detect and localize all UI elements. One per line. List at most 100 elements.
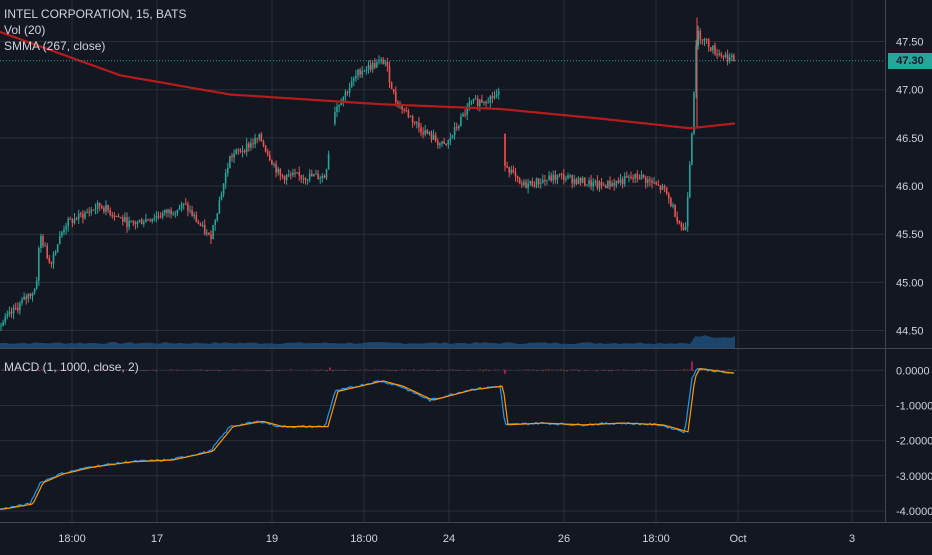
candle-body [214, 220, 216, 225]
candle-body [632, 178, 634, 180]
candle-body [445, 143, 447, 145]
candle-body [424, 130, 426, 135]
candle-body [182, 203, 185, 205]
candle-body [302, 178, 305, 180]
candle-body [581, 177, 584, 183]
candle-body [111, 214, 114, 216]
candle-body [611, 183, 613, 187]
candle-body [539, 183, 542, 185]
candle-body [54, 252, 57, 255]
candle-body [598, 182, 601, 188]
candle-body [206, 232, 208, 235]
smma-legend: SMMA (267, close) [4, 39, 106, 53]
candle-body [655, 182, 657, 185]
candle-body [533, 186, 536, 188]
candle-body [495, 94, 498, 96]
price-tick-label: 45.50 [896, 229, 924, 241]
candle-body [563, 174, 565, 180]
candle-body [140, 219, 143, 225]
candle-body [155, 215, 158, 219]
candle-body [115, 215, 118, 218]
candle-body [487, 102, 489, 104]
candle-body [640, 174, 643, 180]
candle-body [697, 31, 699, 46]
candle-body [212, 224, 214, 240]
candle-body [657, 184, 660, 186]
candle-body [447, 140, 450, 145]
candle-body [143, 222, 145, 225]
candle-body [353, 77, 355, 81]
candle-body [220, 194, 223, 200]
candle-body [275, 164, 277, 173]
candle-body [82, 214, 84, 218]
candle-body [92, 209, 95, 211]
candle-body [80, 213, 82, 215]
candle-body [94, 208, 97, 210]
candle-body [38, 248, 40, 281]
candle-body [14, 307, 17, 309]
candle-body [569, 175, 571, 177]
candle-body [63, 229, 65, 233]
candle-body [325, 169, 328, 178]
time-tick-label: Oct [729, 533, 746, 545]
candle-body [327, 154, 330, 170]
candle-body [636, 173, 639, 179]
candle-body [306, 179, 309, 181]
candle-body [426, 130, 429, 134]
candle-body [61, 232, 63, 236]
candle-body [443, 141, 445, 144]
candle-body [661, 186, 664, 190]
candle-body [271, 160, 273, 165]
candle-body [483, 102, 485, 104]
candle-body [512, 169, 515, 173]
candle-body [592, 182, 594, 187]
candle-body [254, 138, 256, 145]
candle-body [344, 91, 347, 97]
candle-body [674, 205, 676, 218]
candle-body [701, 39, 704, 41]
candle-body [361, 70, 363, 75]
time-tick-label: 24 [443, 533, 455, 545]
candle-body [380, 59, 382, 61]
candle-body [644, 177, 647, 184]
candle-body [602, 185, 605, 187]
candle-body [218, 199, 221, 214]
candle-body [691, 133, 693, 165]
candle-body [726, 54, 729, 62]
candle-body [145, 219, 147, 223]
candle-body [44, 245, 46, 247]
volume-legend: Vol (20) [4, 23, 46, 37]
candle-body [468, 102, 471, 107]
candle-body [409, 116, 412, 118]
candle-body [357, 69, 359, 76]
candle-body [378, 60, 380, 63]
candle-body [514, 172, 517, 177]
candle-body [516, 176, 519, 179]
candle-body [103, 207, 105, 212]
candle-body [168, 209, 170, 213]
candle-body [252, 143, 254, 145]
candle-body [298, 172, 300, 176]
candle-body [6, 314, 9, 317]
candle-body [71, 219, 74, 224]
candle-body [369, 64, 372, 70]
candle-body [724, 54, 727, 58]
candle-body [439, 143, 441, 146]
candle-body [40, 235, 42, 249]
price-tick-label: 46.00 [896, 181, 924, 193]
candle-body [75, 218, 78, 220]
candle-body [250, 143, 252, 148]
candle-body [689, 164, 691, 198]
price-tick-label: 44.50 [896, 326, 924, 338]
candle-body [178, 207, 181, 210]
candle-body [430, 132, 433, 140]
candle-body [647, 179, 649, 184]
candle-body [615, 180, 618, 186]
candle-body [21, 299, 23, 304]
candle-body [233, 153, 235, 158]
candle-body [554, 174, 557, 180]
candle-body [466, 106, 468, 115]
candle-body [634, 173, 636, 179]
volume-area [0, 335, 735, 348]
